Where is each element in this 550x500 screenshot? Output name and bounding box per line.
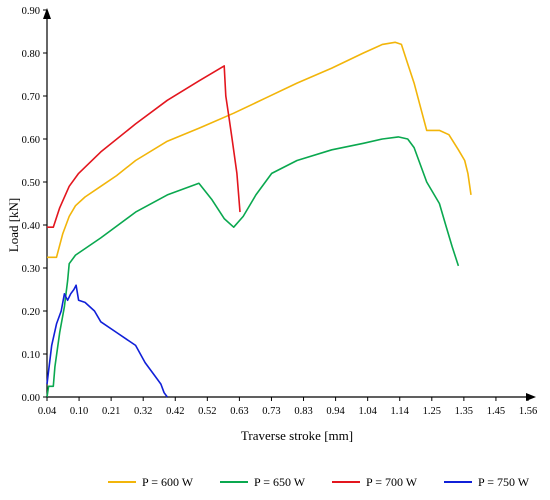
y-tick-label: 0.60 — [22, 135, 40, 146]
y-tick-label: 0.00 — [22, 393, 40, 404]
series-lines — [46, 41, 472, 398]
series-line-4 — [46, 284, 168, 398]
legend-label-3: P = 700 W — [366, 475, 418, 489]
x-tick-label: 0.04 — [38, 406, 57, 417]
tick-labels: 0.04 0.10 0.21 0.32 0.42 0.52 0.63 0.73 0.83 0.94… — [22, 6, 538, 417]
y-tick-label: 0.50 — [22, 178, 40, 189]
legend: P = 600 W P = 650 W P = 700 W P = 750 W — [108, 475, 530, 489]
legend-label-4: P = 750 W — [478, 475, 530, 489]
x-tick-label: 0.52 — [198, 406, 216, 417]
x-tick-label: 0.73 — [262, 406, 280, 417]
y-tick-label: 0.20 — [22, 307, 40, 318]
legend-label-2: P = 650 W — [254, 475, 306, 489]
x-tick-label: 0.83 — [294, 406, 312, 417]
legend-label-1: P = 600 W — [142, 475, 194, 489]
x-tick-label: 0.63 — [230, 406, 248, 417]
y-tick-label: 0.10 — [22, 350, 40, 361]
x-tick-label: 0.10 — [70, 406, 88, 417]
y-axis-arrow-icon — [43, 8, 51, 19]
x-tick-label: 0.94 — [326, 406, 345, 417]
x-tick-label: 1.25 — [423, 406, 441, 417]
y-axis-title: Load [kN] — [6, 198, 21, 253]
x-tick-label: 1.35 — [455, 406, 473, 417]
x-tick-label: 1.45 — [487, 406, 505, 417]
x-tick-label: 0.32 — [134, 406, 152, 417]
series-line-2 — [46, 136, 460, 398]
x-tick-label: 1.14 — [391, 406, 410, 417]
y-tick-label: 0.40 — [22, 221, 40, 232]
y-tick-label: 0.70 — [22, 92, 40, 103]
x-tick-label: 1.04 — [358, 406, 377, 417]
axes — [43, 8, 536, 401]
x-tick-label: 0.42 — [166, 406, 184, 417]
y-tick-label: 0.30 — [22, 264, 40, 275]
series-line-3 — [47, 65, 241, 228]
y-tick-label: 0.90 — [22, 6, 40, 17]
x-tick-label: 0.21 — [102, 406, 120, 417]
x-axis-title: Traverse stroke [mm] — [241, 428, 353, 443]
x-tick-label: 1.56 — [519, 406, 537, 417]
y-tick-label: 0.80 — [22, 49, 40, 60]
series-line-1 — [47, 41, 472, 259]
